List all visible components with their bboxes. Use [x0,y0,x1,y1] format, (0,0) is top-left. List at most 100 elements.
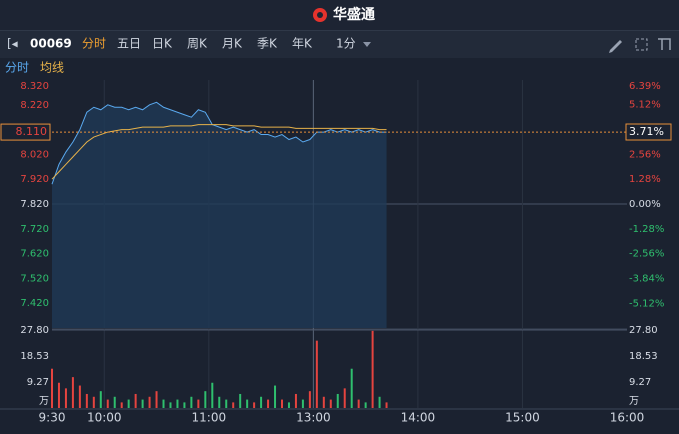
volume-bar [287,402,290,408]
volume-bar [225,399,228,408]
volume-unit: 万 [39,396,49,407]
volume-bar [260,396,263,408]
y-tick-label: 7.920 [20,174,49,185]
x-tick-label: 10:00 [87,411,122,425]
dropdown-arrow[interactable] [363,42,371,47]
volume-bar [197,399,200,408]
y-tick-label: 7.420 [20,298,49,309]
volume-bar [336,393,339,408]
volume-tick-label: 27.80 [629,325,658,336]
volume-tick-label: 9.27 [629,377,651,388]
series-line [51,124,387,180]
x-tick-label: 14:00 [401,411,436,425]
y2-tick-label: -5.12% [629,298,664,309]
x-tick-label: 13:00 [296,411,331,425]
volume-bar [371,330,374,408]
volume-tick-label: 18.53 [20,351,49,362]
collapse-icon[interactable]: [◂ [7,37,18,51]
volume-bar [301,399,304,408]
fullscreen-icon[interactable] [635,38,648,51]
volume-bar [315,340,318,408]
y-tick-label: 7.720 [20,224,49,235]
last-change-box [625,123,672,141]
volume-bar [232,402,235,408]
edit-icon[interactable] [609,40,622,53]
volume-unit: 万 [629,396,639,407]
y-tick-label: 8.220 [20,100,49,111]
logo-hole [317,12,323,18]
volume-bar [239,393,242,408]
volume-bar [364,402,367,408]
volume-tick-label: 18.53 [629,351,658,362]
tab[interactable]: 五日 [117,37,141,51]
last-change-label: 3.71% [629,125,664,138]
volume-bar [343,388,346,408]
volume-bar [162,399,165,408]
layout-icon[interactable] [658,38,671,50]
volume-bar [141,399,144,408]
volume-bar [190,396,193,408]
legend-item[interactable]: 分时 [5,61,29,75]
legend-item[interactable]: 均线 [40,61,64,75]
toolbar [0,30,679,58]
y-tick-label: 7.520 [20,273,49,284]
volume-bar [378,396,381,408]
y2-tick-label: -3.84% [629,274,664,285]
volume-bar [51,368,53,408]
volume-bar [308,391,311,408]
y-tick-label: 8.320 [20,81,49,92]
series-line [51,101,387,185]
volume-bar [267,399,270,408]
tab[interactable]: 月K [222,37,243,51]
volume-bar [357,399,360,408]
volume-tick-label: 9.27 [27,377,49,388]
price-area [52,102,387,328]
tab[interactable]: 周K [187,37,208,51]
tab[interactable]: 日K [152,37,173,51]
symbol: 00069 [30,37,72,51]
y-tick-label: 7.620 [20,249,49,260]
interval[interactable]: 1分 [336,37,356,51]
app-title: 华盛通 [333,6,375,23]
volume-bar [169,402,172,408]
y-tick-label: 7.820 [20,199,49,210]
volume-bar [274,385,277,408]
x-tick-label: 15:00 [505,411,540,425]
y2-tick-label: -1.28% [629,224,664,235]
volume-bar [71,377,74,408]
volume-bar [106,399,109,408]
volume-bar [113,396,116,408]
volume-bar [57,382,60,408]
volume-bar [120,402,123,408]
y2-tick-label: 5.12% [629,100,661,111]
tab[interactable]: 季K [257,37,278,51]
volume-bar [148,396,151,408]
tab[interactable]: 年K [292,37,313,51]
volume-bar [385,402,388,408]
last-price-box [0,123,51,141]
y-tick-label: 8.020 [20,149,49,160]
y2-tick-label: -2.56% [629,249,664,260]
volume-bar [204,391,207,408]
volume-bar [218,396,221,408]
y2-tick-label: 6.39% [629,81,661,92]
x-tick-label: 9:30 [39,411,66,425]
volume-bar [294,393,297,408]
y2-tick-label: 0.00% [629,199,661,210]
volume-bar [246,399,249,408]
volume-bar [155,391,158,408]
volume-bar [211,382,214,408]
volume-bar [99,391,102,408]
y2-tick-label: 2.56% [629,149,661,160]
x-tick-label: 16:00 [610,411,645,425]
volume-bar [64,388,67,408]
volume-bar [322,396,325,408]
volume-bar [350,368,353,408]
volume-bar [85,393,88,408]
volume-bar [253,402,256,408]
volume-bar [92,396,95,408]
x-tick-label: 11:00 [192,411,227,425]
tab[interactable]: 分时 [82,37,106,51]
